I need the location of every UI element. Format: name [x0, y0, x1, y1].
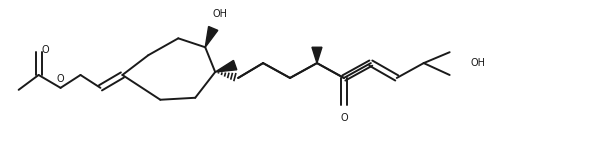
Polygon shape — [312, 47, 322, 63]
Text: O: O — [57, 74, 64, 84]
Text: OH: OH — [213, 9, 228, 19]
Text: O: O — [42, 45, 49, 55]
Text: OH: OH — [470, 58, 485, 68]
Polygon shape — [205, 27, 218, 47]
Polygon shape — [215, 60, 237, 72]
Text: O: O — [340, 113, 347, 123]
